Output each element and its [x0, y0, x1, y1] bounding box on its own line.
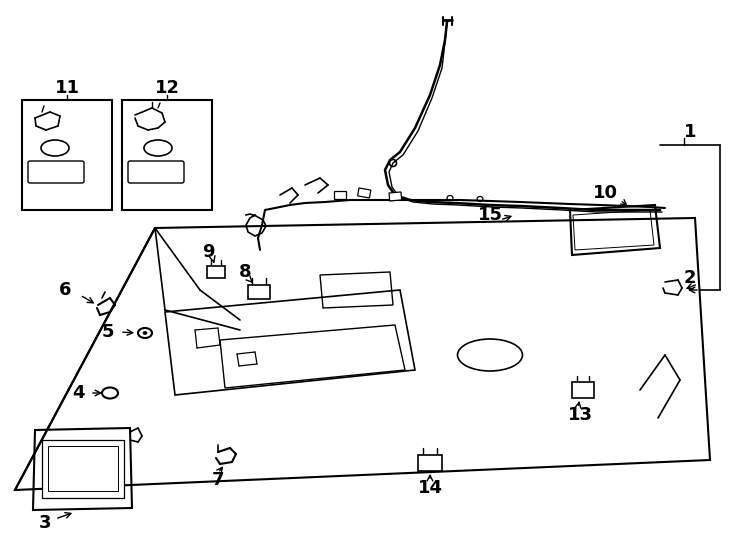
Text: 4: 4: [72, 384, 84, 402]
Bar: [42, 440, 124, 498]
Text: 9: 9: [202, 243, 214, 261]
Bar: [207, 266, 225, 278]
Bar: [22, 100, 112, 210]
Ellipse shape: [143, 332, 147, 334]
Bar: [572, 382, 594, 398]
FancyBboxPatch shape: [128, 161, 184, 183]
FancyBboxPatch shape: [28, 161, 84, 183]
Text: 3: 3: [39, 514, 51, 532]
Text: 2: 2: [684, 269, 697, 287]
Bar: [357, 188, 371, 198]
Text: 14: 14: [418, 479, 443, 497]
Text: 15: 15: [478, 206, 503, 224]
Text: 5: 5: [102, 323, 115, 341]
Text: 11: 11: [54, 79, 79, 97]
Text: 12: 12: [154, 79, 180, 97]
Bar: [334, 191, 346, 199]
Text: 13: 13: [567, 406, 592, 424]
Text: 7: 7: [211, 471, 225, 489]
Text: 6: 6: [59, 281, 71, 299]
Text: 10: 10: [592, 184, 617, 202]
Bar: [248, 285, 270, 299]
Bar: [389, 192, 401, 201]
Text: 1: 1: [684, 123, 697, 141]
Bar: [418, 455, 442, 471]
Bar: [122, 100, 212, 210]
Bar: [48, 446, 118, 491]
Text: 8: 8: [239, 263, 251, 281]
